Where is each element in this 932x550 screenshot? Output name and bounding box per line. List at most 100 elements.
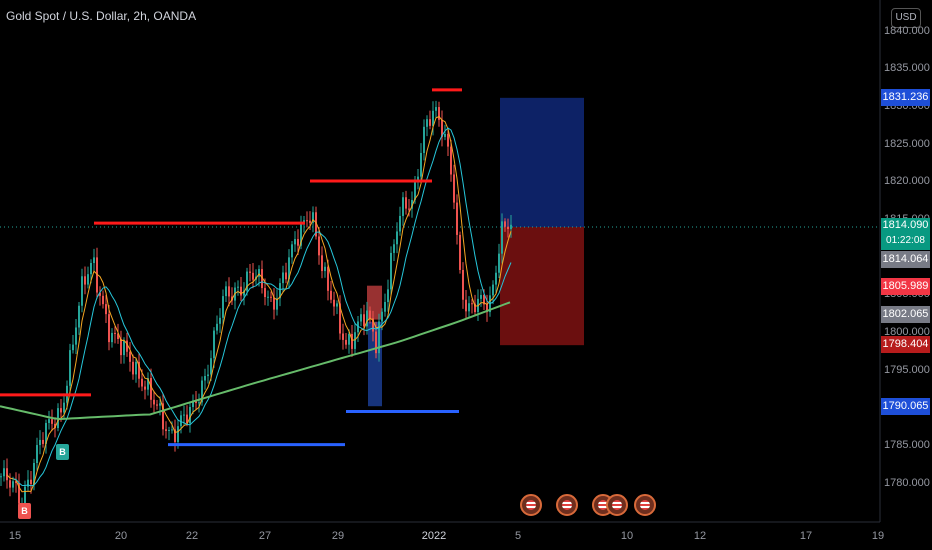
candle: [72, 344, 74, 351]
candle: [69, 350, 71, 386]
candle: [300, 222, 302, 246]
candle: [363, 314, 365, 327]
candle: [411, 199, 413, 209]
candle: [420, 152, 422, 177]
candle: [96, 257, 98, 293]
candle: [468, 303, 470, 312]
x-tick-label: 17: [799, 530, 813, 542]
candle: [153, 399, 155, 405]
candle: [339, 303, 341, 334]
candle: [333, 299, 335, 307]
candle: [507, 226, 509, 230]
candle: [429, 119, 431, 126]
candle: [351, 333, 353, 349]
candle: [60, 408, 62, 413]
candle: [237, 286, 239, 288]
currency-button[interactable]: USD: [891, 8, 921, 28]
candle: [36, 445, 38, 463]
candle: [267, 296, 269, 298]
us-flag-event-icon[interactable]: [520, 494, 542, 516]
candle: [327, 266, 329, 291]
candle: [426, 119, 428, 127]
candle: [150, 378, 152, 400]
candle: [345, 339, 347, 345]
candle: [111, 332, 113, 343]
candle: [123, 340, 125, 356]
x-tick-label: 2022: [421, 530, 447, 542]
y-tick-label: 1800.000: [884, 326, 930, 339]
candle: [228, 286, 230, 297]
candle: [450, 146, 452, 175]
candle: [393, 244, 395, 253]
candle: [18, 482, 20, 504]
candle: [120, 339, 122, 356]
candle: [159, 403, 161, 406]
candle: [390, 252, 392, 290]
candle: [405, 197, 407, 209]
candle: [402, 197, 404, 216]
candle: [75, 327, 77, 345]
candle: [15, 481, 17, 483]
candle: [180, 415, 182, 427]
candle: [276, 298, 278, 310]
candle: [297, 239, 299, 246]
candle: [102, 295, 104, 305]
candle: [240, 286, 242, 296]
candle: [162, 403, 164, 430]
us-flag-event-icon[interactable]: [634, 494, 656, 516]
candle: [6, 468, 8, 481]
candle: [174, 429, 176, 443]
candle: [147, 378, 149, 390]
candle: [132, 361, 134, 375]
candle: [138, 361, 140, 379]
candle: [396, 231, 398, 245]
candle: [369, 310, 371, 319]
ma-fast-line: [6, 115, 512, 493]
price-tag: 1805.989: [881, 278, 930, 295]
candle: [192, 400, 194, 408]
candle: [474, 303, 476, 313]
candle: [141, 378, 143, 387]
candle: [156, 404, 158, 406]
candle: [51, 419, 53, 424]
us-flag-event-icon[interactable]: [606, 494, 628, 516]
candle: [288, 257, 290, 280]
candle: [354, 332, 356, 349]
candle: [378, 321, 380, 354]
candle: [210, 358, 212, 375]
candle: [168, 429, 170, 431]
candle: [99, 292, 101, 296]
candle: [510, 224, 512, 230]
candle: [177, 426, 179, 443]
candle: [198, 402, 200, 404]
candle: [360, 314, 362, 322]
x-tick-label: 10: [620, 530, 634, 542]
candle: [366, 310, 368, 327]
candle: [48, 419, 50, 423]
candle: [498, 253, 500, 273]
y-tick-label: 1795.000: [884, 363, 930, 376]
candle: [372, 318, 374, 332]
candle: [471, 303, 473, 305]
candle: [291, 244, 293, 258]
candle: [447, 133, 449, 147]
candle: [126, 340, 128, 352]
candle: [54, 423, 56, 429]
ma-mid-line: [12, 127, 512, 487]
candle: [204, 376, 206, 381]
us-flag-event-icon[interactable]: [556, 494, 578, 516]
candle: [258, 269, 260, 277]
candle: [465, 299, 467, 312]
candle: [483, 294, 485, 305]
candle: [213, 330, 215, 359]
candle: [183, 414, 185, 416]
candle: [444, 133, 446, 137]
candle: [207, 374, 209, 377]
candle: [501, 221, 503, 254]
candle: [480, 294, 482, 299]
y-tick-label: 1820.000: [884, 175, 930, 188]
x-tick-label: 12: [693, 530, 707, 542]
candle: [90, 263, 92, 275]
